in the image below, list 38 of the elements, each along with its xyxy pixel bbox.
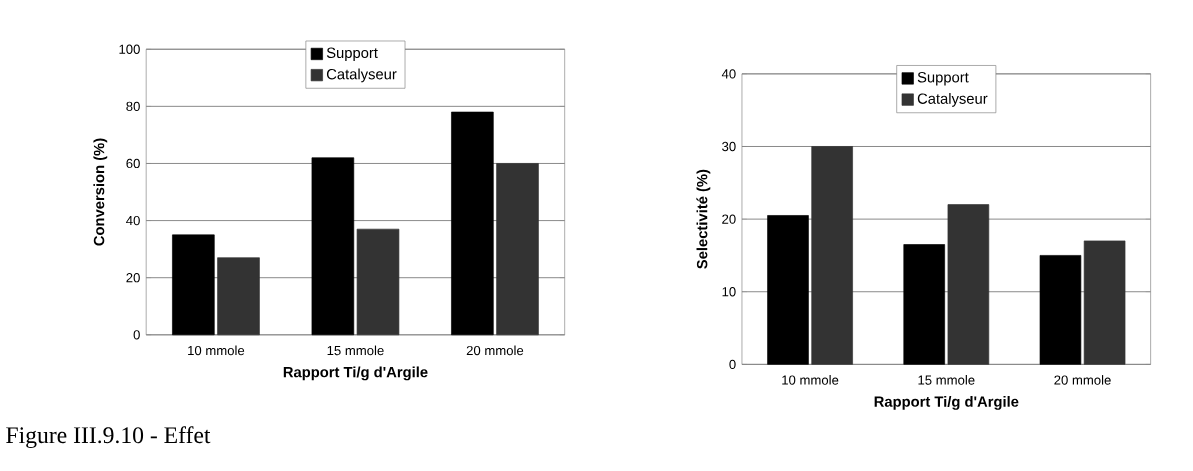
x-tick-label: 20 mmole (1054, 375, 1111, 385)
x-axis-title: Rapport Ti/g d'Argile (874, 396, 1019, 410)
y-tick-label: 10 (722, 287, 736, 297)
legend-label: Catalyseur (326, 68, 397, 83)
y-tick-label: 60 (126, 158, 140, 169)
x-axis-title: Rapport Ti/g d'Argile (283, 366, 428, 381)
text: Figure III.9.10 - Effet (6, 426, 211, 449)
bar (311, 157, 355, 336)
legend-label: Catalyseur (917, 93, 988, 107)
x-tick-label: 20 mmole (466, 345, 524, 356)
bar (451, 111, 494, 336)
bar (496, 163, 539, 336)
y-tick-label: 20 (126, 273, 140, 283)
x-tick-label: 10 mmole (782, 375, 839, 385)
bar (1083, 240, 1126, 365)
x-tick-label: 15 mmole (327, 345, 384, 356)
bar (767, 215, 809, 365)
y-axis-title: Selectivité (%) (696, 169, 711, 269)
legend-label: Support (917, 72, 969, 86)
bar (903, 244, 945, 365)
bar (811, 146, 853, 365)
y-tick-label: 0 (729, 359, 736, 370)
y-tick-label: 0 (133, 330, 140, 340)
bar (172, 234, 215, 336)
bar (947, 204, 990, 365)
legend-label: Support (326, 47, 378, 62)
y-tick-label: 80 (126, 101, 140, 112)
y-tick-label: 40 (126, 216, 140, 226)
x-tick-label: 15 mmole (918, 375, 975, 385)
x-tick-label: 10 mmole (188, 345, 245, 356)
bar (217, 257, 260, 336)
y-tick-label: 40 (721, 69, 736, 79)
bar (1039, 255, 1082, 365)
y-tick-label: 100 (119, 44, 140, 55)
y-tick-label: 20 (722, 214, 736, 224)
y-tick-label: 30 (722, 141, 736, 152)
bar (356, 228, 400, 336)
y-axis-title: Conversion (%) (93, 138, 108, 246)
